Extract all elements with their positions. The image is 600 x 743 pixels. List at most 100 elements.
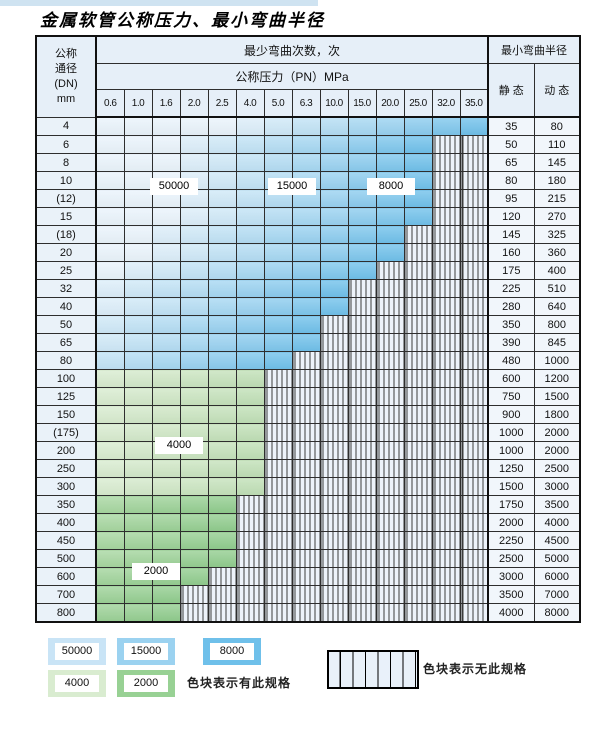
dn-cell: 20: [35, 243, 97, 262]
no-spec-cell: [235, 531, 265, 550]
legend-no-spec-text: 色块表示无此规格: [423, 662, 528, 676]
spec-cell: [123, 333, 153, 352]
spec-cell: [123, 441, 153, 460]
dn-cell: (18): [35, 225, 97, 244]
dynamic-radius-cell: 80: [533, 116, 581, 136]
pressure-col-20.0: 20.0: [375, 89, 405, 118]
header-bend-cycles: 最少弯曲次数，次: [95, 35, 489, 64]
spec-cell: [123, 297, 153, 316]
dynamic-radius-cell: 360: [533, 243, 581, 262]
spec-cell: [123, 279, 153, 298]
spec-cell: [207, 116, 237, 136]
static-radius-cell: 80: [487, 171, 535, 190]
static-radius-cell: 35: [487, 116, 535, 136]
no-spec-cell: [347, 315, 377, 334]
spec-cell: [95, 116, 125, 136]
spec-cell: [263, 116, 293, 136]
no-spec-cell: [291, 369, 321, 388]
no-spec-cell: [459, 297, 489, 316]
spec-cell: [95, 369, 125, 388]
spec-cell: [207, 315, 237, 334]
spec-cell: [291, 116, 321, 136]
no-spec-cell: [431, 423, 461, 442]
spec-cell: [179, 315, 209, 334]
spec-cell: [95, 153, 125, 172]
spec-cell: [151, 225, 181, 244]
dynamic-radius-cell: 180: [533, 171, 581, 190]
no-spec-cell: [375, 297, 405, 316]
spec-cell: [235, 315, 265, 334]
dn-cell: 700: [35, 585, 97, 604]
table-row-dn-100: 100 600 1200: [35, 369, 581, 388]
spec-cell: [207, 549, 237, 568]
spec-cell: [123, 477, 153, 496]
spec-cell: [151, 405, 181, 424]
pressure-col-2.5: 2.5: [207, 89, 237, 118]
no-spec-cell: [431, 513, 461, 532]
no-spec-cell: [235, 495, 265, 514]
no-spec-cell: [235, 585, 265, 604]
table-row-dn-10: 10 80 180: [35, 171, 581, 190]
no-spec-cell: [347, 585, 377, 604]
spec-cell: [235, 207, 265, 226]
spec-cell: [151, 333, 181, 352]
spec-cell: [151, 315, 181, 334]
spec-cell: [123, 225, 153, 244]
legend-swatch-50000: 50000: [48, 638, 106, 665]
spec-cell: [291, 297, 321, 316]
no-spec-cell: [431, 531, 461, 550]
no-spec-cell: [459, 477, 489, 496]
spec-cell: [235, 387, 265, 406]
no-spec-cell: [235, 567, 265, 586]
dynamic-radius-cell: 5000: [533, 549, 581, 568]
no-spec-cell: [375, 333, 405, 352]
spec-cell: [235, 261, 265, 280]
spec-cell: [207, 351, 237, 370]
no-spec-cell: [403, 279, 433, 298]
dn-cell: 500: [35, 549, 97, 568]
spec-cell: [151, 153, 181, 172]
dn-cell: 450: [35, 531, 97, 550]
spec-cell: [207, 405, 237, 424]
dynamic-radius-cell: 400: [533, 261, 581, 280]
dn-cell: 350: [35, 495, 97, 514]
page-title: 金属软管公称压力、最小弯曲半径: [40, 11, 325, 30]
table-row-dn-300: 300 1500 3000: [35, 477, 581, 496]
spec-cell: [123, 243, 153, 262]
no-spec-cell: [263, 495, 293, 514]
spec-cell: [263, 333, 293, 352]
spec-cell: [347, 261, 377, 280]
no-spec-cell: [291, 477, 321, 496]
dynamic-radius-cell: 4500: [533, 531, 581, 550]
spec-cell: [263, 297, 293, 316]
spec-cell: [291, 225, 321, 244]
pressure-col-6.3: 6.3: [291, 89, 321, 118]
region-label-8000: 8000: [367, 178, 415, 195]
region-label-2000: 2000: [132, 563, 180, 580]
dn-cell: 250: [35, 459, 97, 478]
static-radius-cell: 225: [487, 279, 535, 298]
spec-cell: [95, 387, 125, 406]
spec-cell: [347, 225, 377, 244]
static-radius-cell: 1500: [487, 477, 535, 496]
spec-table-container: 公称 通径 (DN) mm 最少弯曲次数，次 最小弯曲半径 公称压力（PN）MPa 静 态动 …: [35, 35, 582, 623]
spec-cell: [319, 171, 349, 190]
spec-cell: [235, 225, 265, 244]
no-spec-cell: [263, 405, 293, 424]
static-radius-cell: 900: [487, 405, 535, 424]
no-spec-cell: [403, 531, 433, 550]
spec-cell: [207, 261, 237, 280]
dn-cell: 32: [35, 279, 97, 298]
static-radius-cell: 1250: [487, 459, 535, 478]
spec-cell: [235, 243, 265, 262]
spec-cell: [95, 189, 125, 208]
no-spec-cell: [291, 513, 321, 532]
spec-cell: [95, 459, 125, 478]
no-spec-cell: [375, 423, 405, 442]
no-spec-cell: [263, 549, 293, 568]
spec-cell: [319, 135, 349, 154]
no-spec-cell: [431, 441, 461, 460]
no-spec-cell: [347, 513, 377, 532]
pressure-col-25.0: 25.0: [403, 89, 433, 118]
spec-cell: [95, 171, 125, 190]
